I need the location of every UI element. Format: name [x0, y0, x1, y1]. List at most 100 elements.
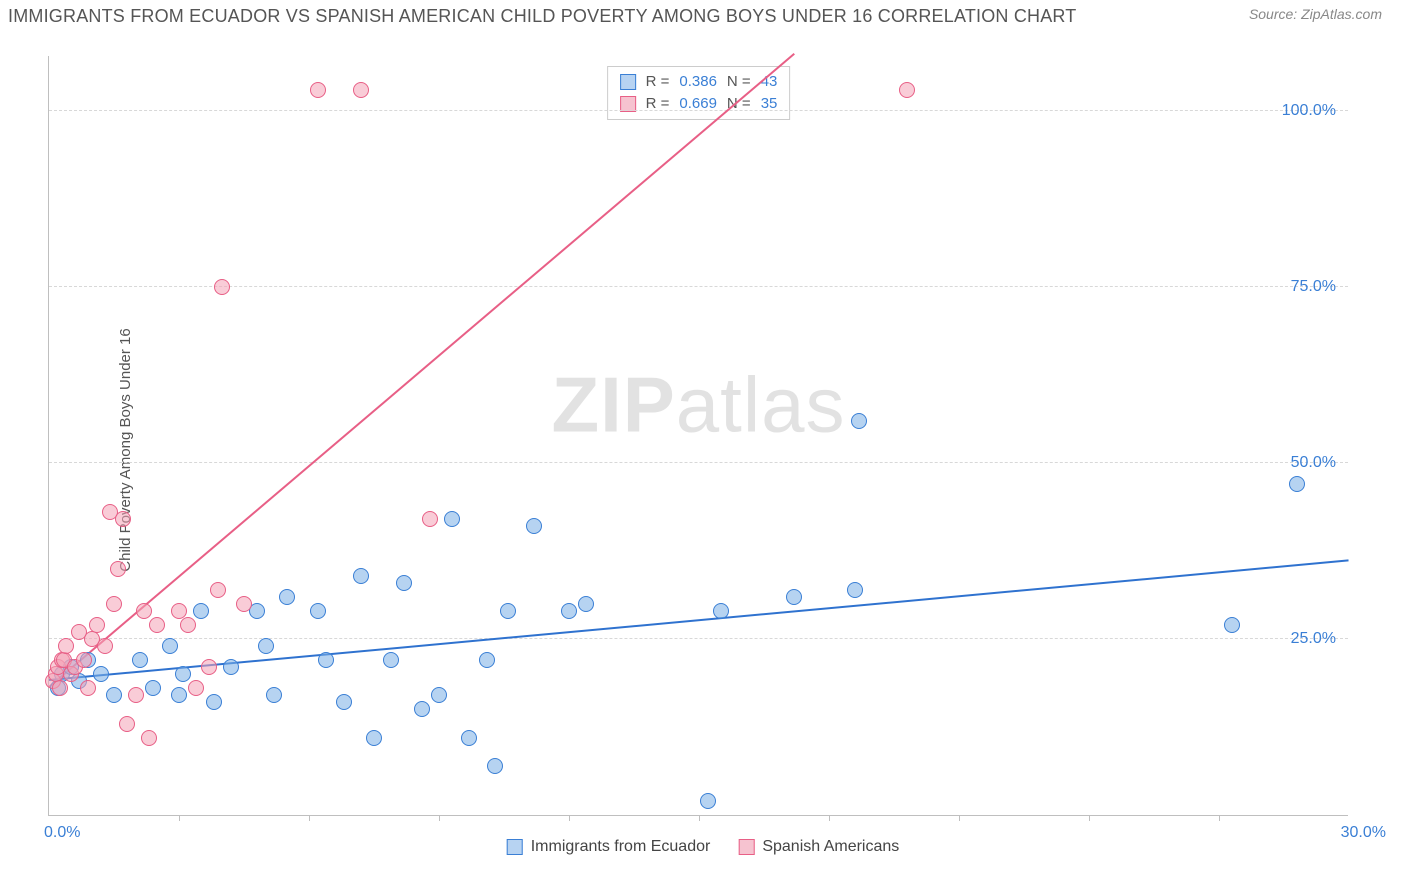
- scatter-point: [479, 652, 495, 668]
- scatter-point: [210, 582, 226, 598]
- scatter-point: [141, 730, 157, 746]
- legend-item-label: Immigrants from Ecuador: [531, 838, 711, 856]
- scatter-point: [201, 659, 217, 675]
- scatter-point: [279, 589, 295, 605]
- x-axis-tick: [439, 815, 440, 821]
- scatter-point: [106, 596, 122, 612]
- legend-item: Spanish Americans: [738, 838, 899, 856]
- scatter-point: [206, 694, 222, 710]
- x-axis-tick: [309, 815, 310, 821]
- scatter-point: [1289, 476, 1305, 492]
- scatter-point: [353, 568, 369, 584]
- y-axis-tick-label: 100.0%: [1282, 102, 1336, 120]
- scatter-point: [266, 687, 282, 703]
- scatter-point: [700, 793, 716, 809]
- chart-title: IMMIGRANTS FROM ECUADOR VS SPANISH AMERI…: [8, 6, 1077, 27]
- gridline: [49, 638, 1348, 639]
- scatter-point: [110, 561, 126, 577]
- legend-item-label: Spanish Americans: [762, 838, 899, 856]
- scatter-point: [188, 680, 204, 696]
- scatter-point: [97, 638, 113, 654]
- scatter-point: [847, 582, 863, 598]
- legend-swatch-icon: [507, 839, 523, 855]
- scatter-point: [526, 518, 542, 534]
- scatter-point: [162, 638, 178, 654]
- trend-line: [49, 560, 1349, 682]
- scatter-point: [851, 413, 867, 429]
- y-axis-tick-label: 50.0%: [1291, 454, 1336, 472]
- legend-series: Immigrants from Ecuador Spanish American…: [507, 838, 900, 856]
- y-axis-tick-label: 75.0%: [1291, 278, 1336, 296]
- scatter-point: [52, 680, 68, 696]
- scatter-point: [175, 666, 191, 682]
- scatter-point: [193, 603, 209, 619]
- gridline: [49, 110, 1348, 111]
- scatter-point: [578, 596, 594, 612]
- scatter-point: [336, 694, 352, 710]
- scatter-point: [149, 617, 165, 633]
- scatter-point: [444, 511, 460, 527]
- legend-r-value: 0.386: [679, 71, 717, 93]
- scatter-point: [145, 680, 161, 696]
- legend-stats-row: R = 0.386 N = 43: [620, 71, 778, 93]
- scatter-point: [119, 716, 135, 732]
- scatter-point: [128, 687, 144, 703]
- scatter-point: [1224, 617, 1240, 633]
- correlation-chart: Child Poverty Among Boys Under 16 ZIPatl…: [0, 40, 1406, 860]
- scatter-point: [80, 680, 96, 696]
- plot-area: ZIPatlas R = 0.386 N = 43 R = 0.669 N = …: [48, 56, 1348, 816]
- scatter-point: [414, 701, 430, 717]
- scatter-point: [214, 279, 230, 295]
- scatter-point: [223, 659, 239, 675]
- legend-n-label: N =: [727, 93, 751, 115]
- scatter-point: [383, 652, 399, 668]
- legend-n-label: N =: [727, 71, 751, 93]
- x-axis-tick: [1219, 815, 1220, 821]
- legend-item: Immigrants from Ecuador: [507, 838, 711, 856]
- scatter-point: [89, 617, 105, 633]
- scatter-point: [136, 603, 152, 619]
- legend-r-label: R =: [646, 93, 670, 115]
- scatter-point: [236, 596, 252, 612]
- scatter-point: [171, 687, 187, 703]
- x-axis-tick: [569, 815, 570, 821]
- scatter-point: [132, 652, 148, 668]
- scatter-point: [366, 730, 382, 746]
- scatter-point: [899, 82, 915, 98]
- source-credit: Source: ZipAtlas.com: [1249, 6, 1382, 22]
- scatter-point: [500, 603, 516, 619]
- scatter-point: [76, 652, 92, 668]
- legend-r-value: 0.669: [679, 93, 717, 115]
- trend-line: [48, 53, 795, 688]
- scatter-point: [106, 687, 122, 703]
- x-axis-tick: [699, 815, 700, 821]
- y-axis-tick-label: 25.0%: [1291, 630, 1336, 648]
- scatter-point: [180, 617, 196, 633]
- scatter-point: [713, 603, 729, 619]
- scatter-point: [93, 666, 109, 682]
- scatter-point: [258, 638, 274, 654]
- legend-swatch-icon: [620, 74, 636, 90]
- scatter-point: [310, 603, 326, 619]
- scatter-point: [487, 758, 503, 774]
- x-axis-tick-30: 30.0%: [1341, 824, 1386, 842]
- gridline: [49, 462, 1348, 463]
- scatter-point: [422, 511, 438, 527]
- scatter-point: [353, 82, 369, 98]
- scatter-point: [461, 730, 477, 746]
- scatter-point: [115, 511, 131, 527]
- legend-r-label: R =: [646, 71, 670, 93]
- gridline: [49, 286, 1348, 287]
- scatter-point: [318, 652, 334, 668]
- legend-n-value: 35: [761, 93, 778, 115]
- scatter-point: [786, 589, 802, 605]
- scatter-point: [396, 575, 412, 591]
- legend-stats-row: R = 0.669 N = 35: [620, 93, 778, 115]
- x-axis-tick: [1089, 815, 1090, 821]
- x-axis-tick: [829, 815, 830, 821]
- watermark: ZIPatlas: [551, 360, 845, 451]
- scatter-point: [58, 638, 74, 654]
- scatter-point: [310, 82, 326, 98]
- scatter-point: [561, 603, 577, 619]
- x-axis-tick: [179, 815, 180, 821]
